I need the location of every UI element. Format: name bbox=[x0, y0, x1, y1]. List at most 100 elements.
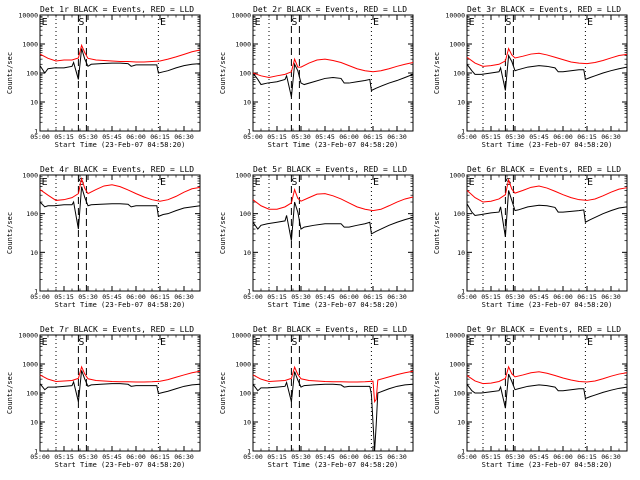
y-axis-label: Counts/sec bbox=[6, 372, 14, 414]
y-tick-label: 1 bbox=[34, 448, 38, 456]
detector-panel-5: Det 5r BLACK = Events, RED = LLD 1 10 100 10… bbox=[219, 165, 414, 309]
y-tick-label: 10 bbox=[243, 249, 251, 257]
x-tick-label: 05:15 bbox=[481, 293, 501, 301]
x-tick-label: 05:45 bbox=[529, 133, 549, 141]
marker-letter: S bbox=[291, 17, 297, 28]
marker-letter: E bbox=[373, 337, 379, 348]
events-series-line bbox=[466, 373, 628, 409]
y-tick-label: 1000 bbox=[235, 41, 251, 49]
events-series-line bbox=[39, 186, 201, 230]
marker-letter: E bbox=[587, 177, 593, 188]
lld-series-line bbox=[252, 187, 414, 212]
y-tick-label: 10 bbox=[243, 99, 251, 107]
detector-panel-8: Det 8r BLACK = Events, RED = LLD 1 10 100 10… bbox=[219, 325, 414, 469]
y-tick-label: 100 bbox=[239, 390, 251, 398]
x-tick-label: 06:30 bbox=[601, 293, 621, 301]
lld-series-line bbox=[39, 43, 201, 63]
y-tick-label: 10 bbox=[243, 419, 251, 427]
marker-letter: E bbox=[373, 177, 379, 188]
plot-frame bbox=[252, 174, 414, 292]
x-tick-label: 05:00 bbox=[243, 453, 263, 461]
plot-frame bbox=[39, 334, 201, 452]
x-tick-label: 06:15 bbox=[150, 133, 170, 141]
y-axis-label: Counts/sec bbox=[433, 212, 441, 254]
y-tick-label: 10 bbox=[457, 419, 465, 427]
detector-panel-1: Det 1r BLACK = Events, RED = LLD 1 10 100 10… bbox=[6, 5, 201, 149]
x-tick-label: 05:30 bbox=[78, 293, 98, 301]
detector-panel-4: Det 4r BLACK = Events, RED = LLD 1 10 100 10… bbox=[6, 165, 201, 309]
lld-series-line bbox=[466, 177, 628, 203]
events-series-line bbox=[39, 370, 201, 402]
y-tick-label: 1000 bbox=[22, 361, 38, 369]
marker-letter: E bbox=[469, 17, 475, 28]
detector-panel-7: Det 7r BLACK = Events, RED = LLD 1 10 100 10… bbox=[6, 325, 201, 469]
marker-letter: S bbox=[291, 337, 297, 348]
x-axis-label: Start Time (23-Feb-07 04:58:20) bbox=[268, 141, 399, 149]
panel-title: Det 8r BLACK = Events, RED = LLD bbox=[253, 325, 407, 334]
lld-series-line bbox=[466, 47, 628, 67]
marker-letter: E bbox=[373, 17, 379, 28]
x-tick-label: 06:15 bbox=[363, 293, 383, 301]
y-tick-label: 100 bbox=[26, 210, 38, 218]
panel-title: Det 9r BLACK = Events, RED = LLD bbox=[467, 325, 621, 334]
x-tick-label: 06:15 bbox=[577, 293, 597, 301]
x-tick-label: 05:00 bbox=[457, 293, 477, 301]
events-series-line bbox=[39, 48, 201, 80]
x-axis-label: Start Time (23-Feb-07 04:58:20) bbox=[55, 461, 186, 469]
x-tick-label: 05:45 bbox=[102, 133, 122, 141]
x-tick-label: 06:30 bbox=[174, 293, 194, 301]
marker-letter: E bbox=[160, 177, 166, 188]
x-tick-label: 06:30 bbox=[174, 133, 194, 141]
plot-frame bbox=[39, 14, 201, 132]
panel-title: Det 7r BLACK = Events, RED = LLD bbox=[40, 325, 194, 334]
x-tick-label: 05:45 bbox=[102, 453, 122, 461]
x-tick-label: 06:15 bbox=[363, 453, 383, 461]
x-tick-label: 05:30 bbox=[505, 133, 525, 141]
x-tick-label: 05:30 bbox=[291, 293, 311, 301]
lld-series-line bbox=[466, 365, 628, 385]
detector-panel-9: Det 9r BLACK = Events, RED = LLD 1 10 100 10… bbox=[433, 325, 628, 469]
y-tick-label: 1000 bbox=[235, 172, 251, 180]
y-axis-label: Counts/sec bbox=[6, 52, 14, 94]
lld-series-line bbox=[39, 365, 201, 383]
y-tick-label: 1 bbox=[247, 448, 251, 456]
events-series-line bbox=[252, 371, 414, 452]
marker-letter: S bbox=[78, 177, 84, 188]
x-tick-label: 05:30 bbox=[78, 453, 98, 461]
x-tick-label: 05:00 bbox=[243, 293, 263, 301]
x-tick-label: 05:15 bbox=[54, 293, 74, 301]
marker-letter: E bbox=[42, 17, 48, 28]
x-tick-label: 06:30 bbox=[174, 453, 194, 461]
y-tick-label: 10000 bbox=[231, 332, 251, 340]
x-tick-label: 05:45 bbox=[315, 453, 335, 461]
x-tick-label: 06:00 bbox=[339, 133, 359, 141]
plot-frame bbox=[466, 174, 628, 292]
y-tick-label: 1000 bbox=[22, 41, 38, 49]
y-axis-label: Counts/sec bbox=[219, 372, 227, 414]
panel-title: Det 4r BLACK = Events, RED = LLD bbox=[40, 165, 194, 174]
plot-frame bbox=[252, 334, 414, 452]
events-series-line bbox=[252, 201, 414, 241]
marker-letter: E bbox=[587, 337, 593, 348]
y-tick-label: 10000 bbox=[445, 332, 465, 340]
x-tick-label: 05:00 bbox=[30, 293, 50, 301]
events-series-line bbox=[252, 62, 414, 98]
y-tick-label: 100 bbox=[26, 70, 38, 78]
marker-letter: E bbox=[469, 337, 475, 348]
x-axis-label: Start Time (23-Feb-07 04:58:20) bbox=[482, 461, 613, 469]
marker-letter: S bbox=[505, 337, 511, 348]
y-tick-label: 100 bbox=[453, 390, 465, 398]
x-tick-label: 05:15 bbox=[54, 453, 74, 461]
marker-letter: E bbox=[42, 337, 48, 348]
x-tick-label: 05:00 bbox=[30, 453, 50, 461]
y-axis-label: Counts/sec bbox=[433, 52, 441, 94]
x-tick-label: 06:00 bbox=[553, 293, 573, 301]
y-tick-label: 1000 bbox=[235, 361, 251, 369]
x-tick-label: 05:00 bbox=[457, 133, 477, 141]
events-series-line bbox=[466, 190, 628, 238]
x-tick-label: 05:15 bbox=[54, 133, 74, 141]
y-tick-label: 1 bbox=[247, 288, 251, 296]
x-tick-label: 06:00 bbox=[126, 453, 146, 461]
x-axis-label: Start Time (23-Feb-07 04:58:20) bbox=[482, 301, 613, 309]
x-tick-label: 06:30 bbox=[601, 453, 621, 461]
